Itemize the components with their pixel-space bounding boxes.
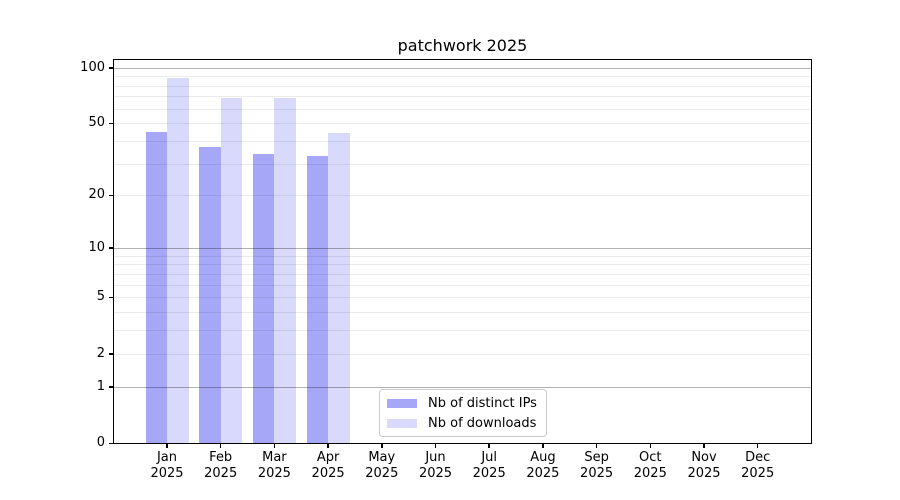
- x-tick-dec: [756, 444, 759, 448]
- bar-apr-distinct-ips: [306, 156, 329, 443]
- legend: Nb of distinct IPs Nb of downloads: [379, 389, 547, 437]
- bar-jan-distinct-ips: [145, 131, 167, 443]
- x-tick-sep: [595, 444, 598, 448]
- gridline-y-2: [114, 353, 811, 355]
- bar-apr-downloads: [328, 133, 350, 443]
- y-tick-label-1: 1: [96, 378, 105, 394]
- plot-area: [114, 60, 811, 443]
- bar-feb-downloads: [220, 97, 243, 443]
- gridline-y-100: [114, 67, 811, 69]
- gridline-y-9: [114, 255, 811, 257]
- bar-feb-distinct-ips: [199, 147, 221, 443]
- gridline-y-40: [114, 140, 811, 142]
- gridline-y-80: [114, 85, 811, 87]
- gridline-y-1: [114, 386, 811, 388]
- y-tick-label-50: 50: [88, 115, 105, 131]
- y-tick-label-2: 2: [96, 345, 105, 361]
- x-tick-may: [381, 444, 383, 448]
- x-tick-label-oct: Oct 2025: [633, 450, 667, 481]
- x-tick-label-jan: Jan 2025: [150, 450, 184, 481]
- gridline-y-90: [114, 76, 811, 78]
- grid-layer: [114, 60, 811, 443]
- x-tick-nov: [703, 444, 705, 448]
- legend-swatch-downloads: [387, 418, 417, 428]
- x-tick-jul: [488, 444, 490, 448]
- x-tick-label-sep: Sep 2025: [580, 450, 614, 481]
- gridline-y-6: [114, 284, 811, 286]
- gridline-y-70: [114, 96, 811, 98]
- gridline-y-8: [114, 264, 811, 266]
- x-tick-label-apr: Apr 2025: [311, 450, 345, 481]
- legend-item-downloads: Nb of downloads: [387, 416, 546, 431]
- gridline-y-7: [114, 273, 811, 275]
- legend-label-downloads: Nb of downloads: [428, 415, 537, 431]
- x-tick-oct: [649, 444, 652, 448]
- gridline-y-4: [114, 312, 811, 314]
- legend-swatch-distinct-ips: [387, 398, 417, 408]
- bar-mar-distinct-ips: [252, 153, 275, 443]
- chart-title: patchwork 2025: [397, 36, 528, 55]
- bar-jan-downloads: [167, 77, 189, 443]
- x-tick-label-mar: Mar 2025: [257, 450, 291, 481]
- y-tick-label-10: 10: [88, 239, 105, 255]
- bar-mar-downloads: [274, 97, 296, 443]
- legend-item-distinct-ips: Nb of distinct IPs: [387, 396, 546, 411]
- x-tick-label-jun: Jun 2025: [418, 450, 453, 481]
- x-tick-aug: [542, 444, 544, 448]
- gridline-y-30: [114, 163, 811, 165]
- x-tick-label-jul: Jul 2025: [472, 450, 506, 481]
- gridline-y-20: [114, 195, 811, 197]
- x-tick-label-aug: Aug 2025: [526, 450, 560, 481]
- x-tick-label-dec: Dec 2025: [741, 450, 775, 481]
- x-tick-label-nov: Nov 2025: [687, 450, 721, 481]
- y-tick-label-5: 5: [96, 289, 105, 305]
- gridline-y-50: [114, 123, 811, 125]
- gridline-y-3: [114, 330, 811, 332]
- x-tick-jun: [434, 444, 437, 448]
- x-tick-label-may: May 2025: [365, 450, 399, 481]
- x-tick-label-feb: Feb 2025: [204, 450, 238, 481]
- x-tick-jan: [166, 444, 168, 448]
- x-tick-apr: [327, 444, 329, 448]
- gridline-y-60: [114, 108, 811, 110]
- y-tick-label-0: 0: [96, 435, 105, 450]
- gridline-y-10: [114, 247, 811, 249]
- y-tick-label-20: 20: [88, 187, 105, 203]
- x-tick-mar: [273, 444, 276, 448]
- legend-label-distinct-ips: Nb of distinct IPs: [428, 395, 537, 411]
- bars-layer: [114, 60, 811, 443]
- x-tick-feb: [219, 444, 222, 448]
- y-tick-label-100: 100: [80, 59, 105, 75]
- gridline-y-5: [114, 297, 811, 299]
